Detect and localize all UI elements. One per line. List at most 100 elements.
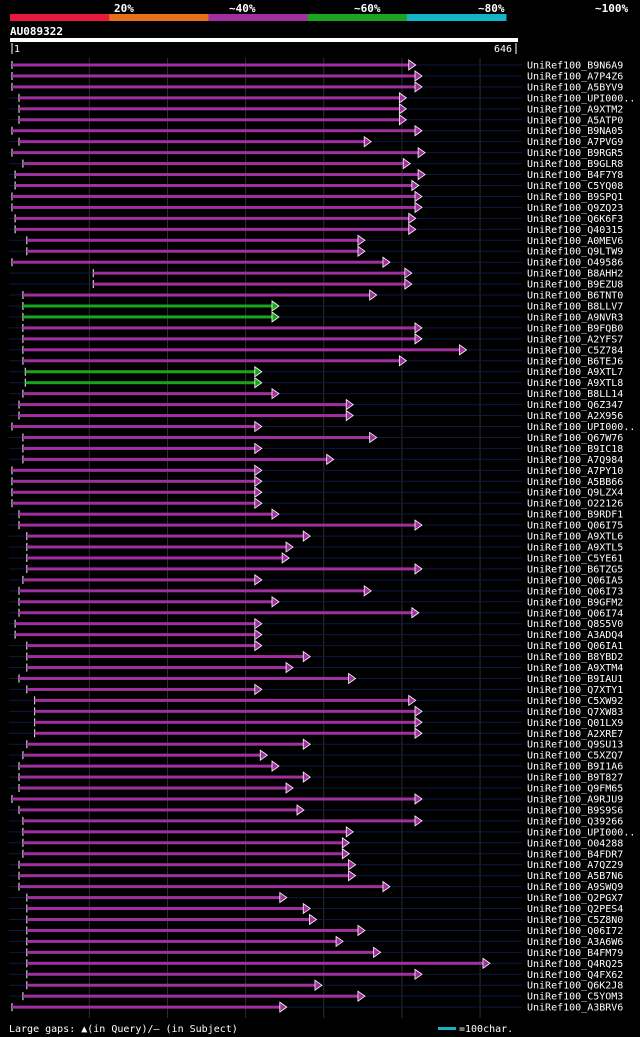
hit-bar: [15, 227, 410, 231]
hit-arrowhead: [271, 311, 280, 323]
hit-arrowhead: [309, 913, 318, 926]
hit-arrowhead: [414, 70, 423, 82]
hit-arrowhead: [414, 793, 423, 805]
hit-bar: [19, 611, 413, 615]
hit-bar: [12, 479, 256, 483]
hit-arrowhead: [369, 289, 378, 301]
hit-row: UniRef100_A7PY10: [9, 464, 623, 477]
query-start-label: 1: [14, 44, 20, 55]
hit-label: UniRef100_A7PVG9: [527, 137, 623, 148]
hit-label: UniRef100_B6TEJ6: [527, 356, 623, 367]
hit-row: UniRef100_C5Z8N0: [9, 913, 623, 926]
hit-bar: [26, 534, 305, 538]
hit-label: UniRef100_B6TZG5: [527, 564, 623, 575]
hit-row: UniRef100_B6TZG5: [9, 563, 623, 575]
hit-label: UniRef100_B8YBD2: [527, 652, 623, 663]
hit-arrowhead: [254, 365, 263, 378]
hit-label: UniRef100_B9GFM2: [527, 597, 623, 608]
hit-row: UniRef100_Q6Z347: [9, 398, 623, 411]
hit-row: UniRef100_B6TNT0: [9, 289, 623, 302]
hit-label: UniRef100_B8LL14: [527, 389, 623, 400]
hit-label: UniRef100_B9FQB0: [527, 323, 623, 334]
hit-row: UniRef100_B9GFM2: [9, 596, 623, 608]
hit-row: UniRef100_Q8S5V0: [9, 617, 623, 630]
hit-arrowhead: [408, 212, 417, 225]
hit-arrowhead: [408, 59, 417, 71]
hit-bar: [22, 994, 359, 998]
hit-bar: [22, 337, 416, 341]
hit-row: UniRef100_B8LLV7: [9, 300, 623, 313]
hit-row: UniRef100_Q40315: [9, 223, 623, 236]
hit-label: UniRef100_Q06I75: [527, 521, 623, 532]
hit-arrowhead: [302, 650, 311, 663]
hit-row: UniRef100_Q9LTW9: [9, 245, 623, 258]
hit-arrowhead: [285, 541, 294, 553]
hit-arrowhead: [254, 486, 263, 499]
hit-row: UniRef100_B8AHH2: [9, 267, 623, 280]
hit-arrowhead: [382, 880, 391, 893]
hit-bar: [12, 205, 416, 209]
hit-label: UniRef100_A9XTL7: [527, 367, 623, 378]
hit-arrowhead: [314, 979, 323, 991]
hit-label: UniRef100_A9XTL5: [527, 543, 623, 554]
hit-row: UniRef100_Q01LX9: [9, 716, 623, 729]
hit-row: UniRef100_A9XTL5: [9, 541, 623, 554]
query-bar: [10, 38, 518, 42]
hit-arrowhead: [411, 606, 420, 619]
hit-row: UniRef100_Q9SU13: [9, 738, 623, 751]
hit-label: UniRef100_B9RDF1: [527, 510, 623, 521]
hit-bar: [19, 764, 273, 768]
hit-row: UniRef100_C5XW92: [9, 694, 623, 707]
hit-row: UniRef100_Q06I75: [9, 519, 623, 532]
hit-label: UniRef100_Q4FX62: [527, 970, 623, 981]
hit-row: UniRef100_B4FM79: [9, 946, 623, 959]
hit-row: UniRef100_C5XZQ7: [9, 749, 623, 762]
legend-segment-3: [208, 14, 309, 21]
hit-label: UniRef100_C5Z8N0: [527, 915, 623, 926]
hit-bar: [22, 315, 273, 319]
hit-label: UniRef100_C5XZQ7: [527, 751, 623, 762]
hit-arrowhead: [414, 124, 423, 137]
footer: Large gaps: ▲(in Query)/– (in Subject) =…: [9, 1024, 513, 1035]
hit-label: UniRef100_C5Z784: [527, 345, 623, 356]
hit-row: UniRef100_B9RDF1: [9, 508, 623, 521]
hit-bar: [22, 830, 348, 834]
hit-arrowhead: [414, 968, 423, 981]
hit-arrowhead: [285, 782, 294, 794]
hit-label: UniRef100_C5YOM3: [527, 992, 623, 1003]
hit-bar: [15, 622, 256, 626]
hit-bar: [26, 742, 305, 746]
hit-arrowhead: [254, 376, 263, 389]
hit-label: UniRef100_B8LLV7: [527, 302, 623, 313]
hit-bar: [22, 348, 461, 352]
hit-bar: [34, 709, 416, 713]
hit-label: UniRef100_Q6Z347: [527, 400, 623, 411]
hit-row: UniRef100_A5BYV9: [9, 81, 623, 93]
hit-arrowhead: [271, 596, 280, 608]
hit-row: UniRef100_B8YBD2: [9, 650, 623, 663]
hit-label: UniRef100_A7QZ29: [527, 860, 623, 871]
hit-bar: [19, 808, 298, 812]
hit-row: UniRef100_C5Z784: [9, 344, 623, 356]
hit-row: UniRef100_A5B7N6: [9, 869, 623, 882]
hit-bar: [12, 129, 416, 133]
hit-row: UniRef100_A2XRE7: [9, 727, 623, 740]
hit-row: UniRef100_A7QZ29: [9, 858, 623, 871]
hit-label: UniRef100_B9EZU8: [527, 280, 623, 291]
hit-arrowhead: [414, 727, 423, 740]
hit-arrowhead: [326, 453, 335, 466]
hit-arrowhead: [254, 683, 263, 696]
hit-label: UniRef100_A9XTM2: [527, 104, 623, 115]
hit-arrowhead: [414, 333, 423, 345]
hit-label: UniRef100_UPI000..: [527, 827, 635, 838]
hit-label: UniRef100_Q06I72: [527, 926, 623, 937]
hit-bar: [15, 633, 256, 637]
hit-row: UniRef100_A3A6W6: [9, 935, 623, 948]
hit-arrowhead: [279, 1001, 288, 1013]
hit-label: UniRef100_B9N6A9: [527, 61, 623, 72]
hit-bar: [26, 644, 256, 648]
hit-bar: [19, 414, 348, 418]
hit-label: UniRef100_UPI000..: [527, 422, 635, 433]
hit-arrowhead: [254, 628, 263, 641]
hit-label: UniRef100_B9T827: [527, 773, 623, 784]
